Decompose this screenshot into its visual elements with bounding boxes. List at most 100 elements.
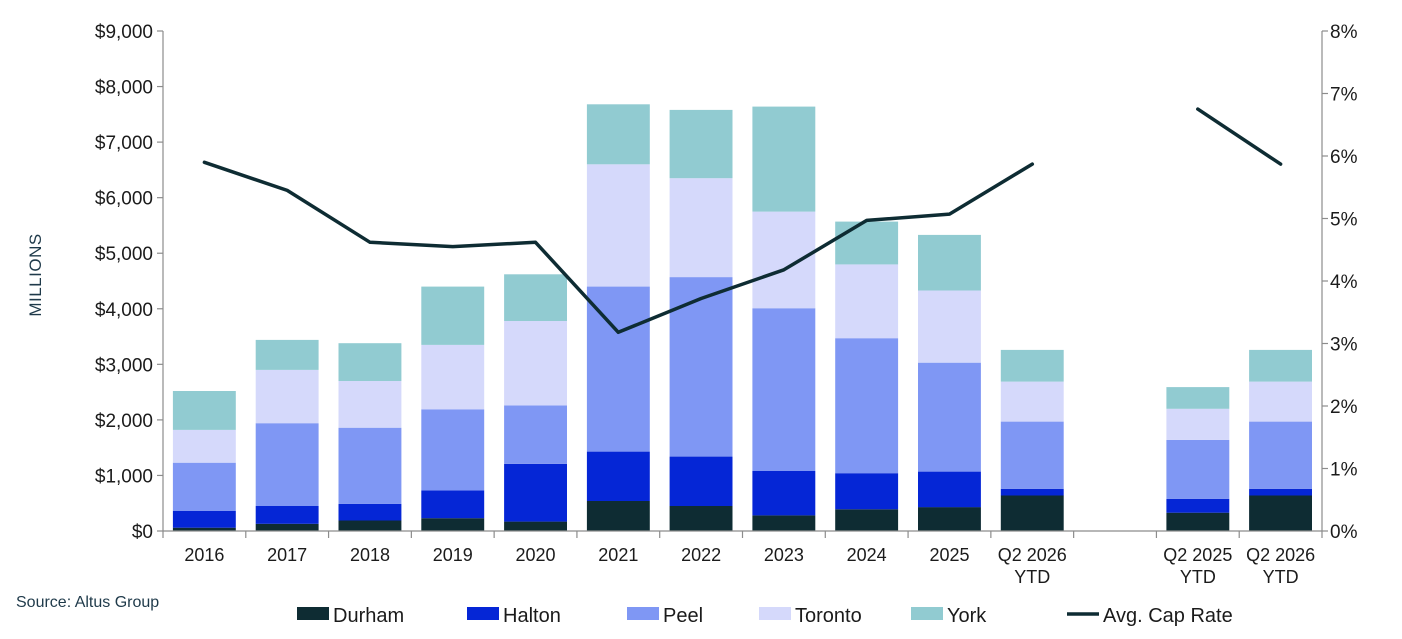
bar-halton-5 [586, 451, 650, 501]
y-tick-label: $5,000 [95, 244, 153, 265]
x-tick-label: Q2 2025 YTD [1163, 545, 1232, 587]
bar-toronto-8 [835, 264, 899, 339]
bar-halton-10 [1000, 488, 1064, 496]
bar-peel-9 [918, 362, 981, 472]
x-tick-label: 2023 [764, 545, 804, 565]
bar-durham-5 [586, 501, 650, 531]
x-tick-label: 2017 [267, 545, 307, 565]
legend: Durham Halton Peel Toronto York Avg. Cap Rate [297, 605, 1233, 627]
legend-label: Halton [503, 605, 561, 627]
y-tick-label: $1,000 [95, 466, 153, 487]
x-tick-label: 2019 [433, 545, 473, 565]
y2-tick-label: 3% [1330, 335, 1358, 356]
legend-swatch-toronto [759, 607, 791, 620]
bar-york-0 [172, 391, 236, 430]
y2-tick-label: 4% [1330, 272, 1358, 293]
bars-group [172, 104, 1312, 531]
bar-toronto-2 [338, 381, 402, 428]
bar-york-13 [1249, 349, 1312, 382]
legend-label: Avg. Cap Rate [1103, 605, 1233, 627]
bar-york-2 [338, 343, 402, 381]
bar-peel-7 [752, 308, 816, 471]
x-tick-label: 2025 [929, 545, 969, 565]
y2-tick-label: 2% [1330, 397, 1358, 418]
bar-york-6 [669, 109, 733, 179]
x-tick-label: 2024 [847, 545, 887, 565]
bar-york-5 [586, 104, 650, 165]
bar-halton-13 [1249, 488, 1312, 496]
bar-halton-7 [752, 471, 816, 516]
bar-peel-2 [338, 427, 402, 504]
bar-durham-12 [1166, 512, 1230, 531]
bar-toronto-5 [586, 164, 650, 287]
legend-swatch-durham [297, 607, 329, 620]
bar-peel-4 [504, 405, 567, 464]
y-tick-label: $7,000 [95, 133, 153, 154]
bar-peel-10 [1000, 421, 1064, 489]
bar-toronto-9 [918, 290, 981, 363]
bar-toronto-6 [669, 178, 733, 278]
bar-york-1 [255, 339, 319, 370]
bar-halton-6 [669, 456, 733, 506]
bar-durham-7 [752, 515, 816, 531]
x-tick-label: 2022 [681, 545, 721, 565]
bar-peel-5 [586, 286, 650, 452]
bar-durham-0 [172, 527, 236, 531]
x-tick-label: 2018 [350, 545, 390, 565]
bar-peel-0 [172, 462, 236, 511]
bar-halton-4 [504, 463, 567, 522]
bar-toronto-12 [1166, 408, 1230, 440]
bar-toronto-13 [1249, 381, 1312, 422]
y-tick-label: $9,000 [95, 22, 153, 43]
legend-swatch-peel [627, 607, 659, 620]
bar-peel-1 [255, 423, 319, 506]
bar-halton-9 [918, 471, 981, 508]
y2-tick-label: 0% [1330, 522, 1358, 543]
y2-tick-label: 7% [1330, 85, 1358, 106]
bar-durham-8 [835, 509, 899, 531]
bar-halton-8 [835, 473, 899, 510]
legend-label: Peel [663, 605, 703, 627]
bar-halton-3 [421, 490, 485, 519]
y-tick-label: $8,000 [95, 78, 153, 99]
legend-swatch-york [911, 607, 943, 620]
bar-toronto-10 [1000, 381, 1064, 422]
bar-toronto-1 [255, 369, 319, 424]
legend-swatch-halton [467, 607, 499, 620]
bar-peel-13 [1249, 421, 1312, 489]
y-tick-label: $0 [132, 522, 153, 543]
bar-peel-12 [1166, 439, 1230, 499]
bar-peel-3 [421, 409, 485, 491]
bar-york-7 [752, 106, 816, 212]
legend-label: Durham [333, 605, 404, 627]
bar-york-9 [918, 234, 981, 291]
bar-durham-2 [338, 520, 402, 531]
bar-durham-10 [1000, 495, 1064, 531]
cap-rate-line-group [202, 107, 1283, 335]
bar-york-3 [421, 286, 485, 345]
bar-durham-4 [504, 521, 567, 531]
x-tick-label: 2016 [184, 545, 224, 565]
bar-halton-1 [255, 506, 319, 524]
y2-tick-label: 6% [1330, 147, 1358, 168]
bar-peel-6 [669, 277, 733, 457]
bar-halton-2 [338, 503, 402, 521]
x-tick-label: 2020 [516, 545, 556, 565]
bar-durham-9 [918, 507, 981, 531]
bar-toronto-0 [172, 429, 236, 463]
x-tick-label: Q2 2026 YTD [998, 545, 1067, 587]
bar-halton-12 [1166, 498, 1230, 513]
y2-tick-label: 5% [1330, 210, 1358, 231]
y-tick-label: $3,000 [95, 355, 153, 376]
legend-label: York [947, 605, 987, 627]
bar-york-4 [504, 274, 567, 321]
axes-group: $0 $1,000 $2,000 $3,000 $4,000 $5,000 $6,000 $7… [26, 22, 1358, 587]
legend-label: Toronto [795, 605, 862, 627]
bar-peel-8 [835, 338, 899, 474]
bar-toronto-7 [752, 211, 816, 309]
bar-york-8 [835, 221, 899, 265]
y-tick-label: $6,000 [95, 189, 153, 210]
x-tick-label: Q2 2026 YTD [1246, 545, 1315, 587]
y2-tick-label: 1% [1330, 460, 1358, 481]
